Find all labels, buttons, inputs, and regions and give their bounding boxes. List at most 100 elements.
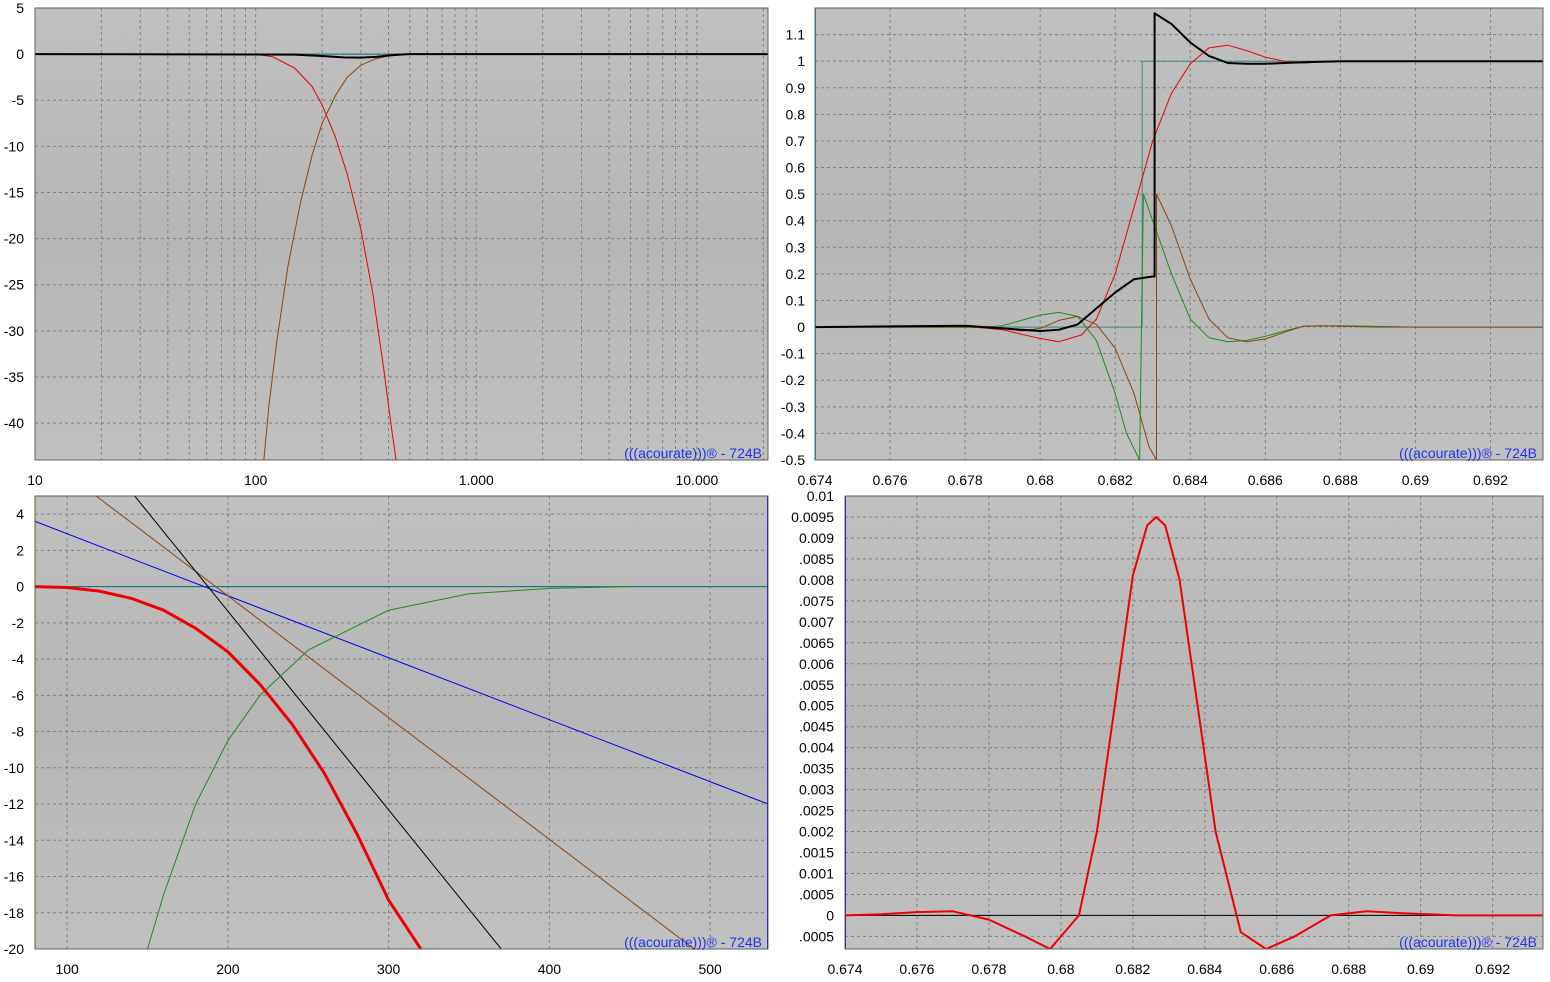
y-tick-label: .0065 bbox=[799, 635, 834, 651]
y-tick-label: -18 bbox=[4, 905, 24, 921]
y-tick-label: 1.1 bbox=[786, 27, 806, 43]
y-tick-label: .0055 bbox=[799, 677, 834, 693]
y-tick-label: .0005 bbox=[799, 928, 834, 944]
x-tick-label: 0.676 bbox=[873, 472, 908, 488]
y-tick-label: 0.6 bbox=[786, 160, 806, 176]
x-tick-label: 0.692 bbox=[1473, 472, 1508, 488]
x-tick-label: 0.674 bbox=[827, 961, 862, 977]
watermark-label: (((acourate)))® - 724B bbox=[624, 445, 762, 461]
filter-zoom-chart: 100 200 300 400 500 4 2 0 -2 -4 -6 -8 -10 -12 -14 -16 -1… bbox=[4, 495, 769, 977]
y-tick-label: -25 bbox=[4, 277, 24, 293]
step-response-chart: 0.674 0.676 0.678 0.68 0.682 0.684 0.686 0.688 0… bbox=[781, 7, 1544, 488]
y-tick-label: .0015 bbox=[799, 845, 834, 861]
y-tick-label: 0.4 bbox=[786, 213, 806, 229]
y-tick-label: -35 bbox=[4, 369, 24, 385]
x-tick-label: 0.678 bbox=[948, 472, 983, 488]
y-tick-label: 0.001 bbox=[799, 866, 834, 882]
x-tick-label: 0.688 bbox=[1331, 961, 1366, 977]
x-tick-label: 10.000 bbox=[675, 472, 718, 488]
x-tick-label: 0.684 bbox=[1187, 961, 1222, 977]
x-tick-label: 0.68 bbox=[1047, 961, 1074, 977]
y-tick-label: -16 bbox=[4, 869, 24, 885]
freq-response-plot-area bbox=[35, 8, 768, 460]
y-tick-label: 0.0095 bbox=[791, 509, 834, 525]
impulse-response-plot-area bbox=[845, 496, 1543, 949]
y-tick-label: .0025 bbox=[799, 803, 834, 819]
x-tick-label: 0.686 bbox=[1248, 472, 1283, 488]
y-tick-label: .0085 bbox=[799, 551, 834, 567]
series-line-5 bbox=[815, 12, 1543, 332]
filter-zoom-series bbox=[35, 496, 768, 949]
series-line-4 bbox=[815, 193, 1543, 460]
freq-response-grid bbox=[35, 8, 768, 460]
y-tick-label: -0.3 bbox=[781, 399, 805, 415]
impulse-response-frame bbox=[844, 495, 1544, 950]
freq-response-chart: 10 100 1.000 10.000 5 0 -5 -10 -15 -20 -25 -30 -35 -4… bbox=[4, 0, 769, 488]
filter-zoom-frame bbox=[34, 495, 769, 950]
y-tick-label: 0.004 bbox=[799, 740, 834, 756]
y-tick-label: -20 bbox=[4, 231, 24, 247]
freq-response-frame bbox=[34, 7, 769, 461]
freq-response-series bbox=[35, 53, 768, 460]
y-tick-label: 0.006 bbox=[799, 656, 834, 672]
x-tick-label: 0.674 bbox=[797, 472, 832, 488]
y-tick-label: 0.2 bbox=[786, 266, 806, 282]
y-tick-label: 0 bbox=[16, 46, 24, 62]
series-line-3 bbox=[35, 520, 768, 805]
x-tick-label: 500 bbox=[698, 961, 722, 977]
impulse-response-series bbox=[845, 496, 1543, 949]
y-tick-label: -10 bbox=[4, 138, 24, 154]
x-tick-label: 100 bbox=[244, 472, 268, 488]
y-tick-label: 2 bbox=[16, 542, 24, 558]
y-tick-label: 5 bbox=[16, 0, 24, 16]
x-tick-label: 0.69 bbox=[1407, 961, 1434, 977]
series-line-3 bbox=[815, 193, 1543, 460]
x-tick-label: 1.000 bbox=[459, 472, 494, 488]
y-tick-label: 0.007 bbox=[799, 614, 834, 630]
x-tick-label: 0.682 bbox=[1098, 472, 1133, 488]
y-tick-label: 0.009 bbox=[799, 530, 834, 546]
watermark-label: (((acourate)))® - 724B bbox=[624, 934, 762, 950]
y-tick-label: -30 bbox=[4, 323, 24, 339]
series-line-6 bbox=[147, 586, 630, 949]
series-line-3 bbox=[845, 516, 1543, 949]
filter-zoom-grid bbox=[35, 496, 768, 949]
y-tick-label: 0 bbox=[826, 907, 834, 923]
y-tick-label: 0.003 bbox=[799, 782, 834, 798]
x-tick-label: 100 bbox=[55, 961, 79, 977]
y-tick-label: -2 bbox=[12, 615, 25, 631]
x-tick-label: 200 bbox=[216, 961, 240, 977]
y-tick-label: -6 bbox=[12, 687, 25, 703]
y-tick-label: -20 bbox=[4, 941, 24, 957]
x-tick-label: 0.688 bbox=[1323, 472, 1358, 488]
y-tick-label: 0.3 bbox=[786, 239, 806, 255]
series-line-3 bbox=[35, 53, 768, 59]
x-tick-label: 0.68 bbox=[1027, 472, 1054, 488]
x-tick-label: 0.686 bbox=[1259, 961, 1294, 977]
y-tick-label: -0.1 bbox=[781, 346, 805, 362]
series-line-7 bbox=[35, 585, 423, 949]
series-line-1 bbox=[35, 53, 397, 460]
y-tick-label: 0.1 bbox=[786, 292, 806, 308]
y-tick-label: -10 bbox=[4, 760, 24, 776]
y-tick-label: 0.7 bbox=[786, 133, 806, 149]
x-tick-label: 0.678 bbox=[971, 961, 1006, 977]
watermark-label: (((acourate)))® - 724B bbox=[1399, 445, 1537, 461]
x-tick-label: 0.692 bbox=[1475, 961, 1510, 977]
step-response-series bbox=[815, 8, 1543, 460]
x-tick-label: 0.684 bbox=[1173, 472, 1208, 488]
x-tick-label: 300 bbox=[377, 961, 401, 977]
y-tick-label: -40 bbox=[4, 415, 24, 431]
y-tick-label: 0.01 bbox=[807, 488, 834, 504]
y-tick-label: 1 bbox=[797, 53, 805, 69]
y-tick-label: -0.2 bbox=[781, 372, 805, 388]
y-tick-label: .0075 bbox=[799, 593, 834, 609]
step-response-frame bbox=[814, 7, 1544, 461]
y-tick-label: 0.002 bbox=[799, 824, 834, 840]
y-tick-label: 0.9 bbox=[786, 80, 806, 96]
y-tick-label: -14 bbox=[4, 832, 24, 848]
step-response-plot-area bbox=[815, 8, 1543, 460]
x-tick-label: 10 bbox=[27, 472, 43, 488]
y-tick-label: .0035 bbox=[799, 761, 834, 777]
